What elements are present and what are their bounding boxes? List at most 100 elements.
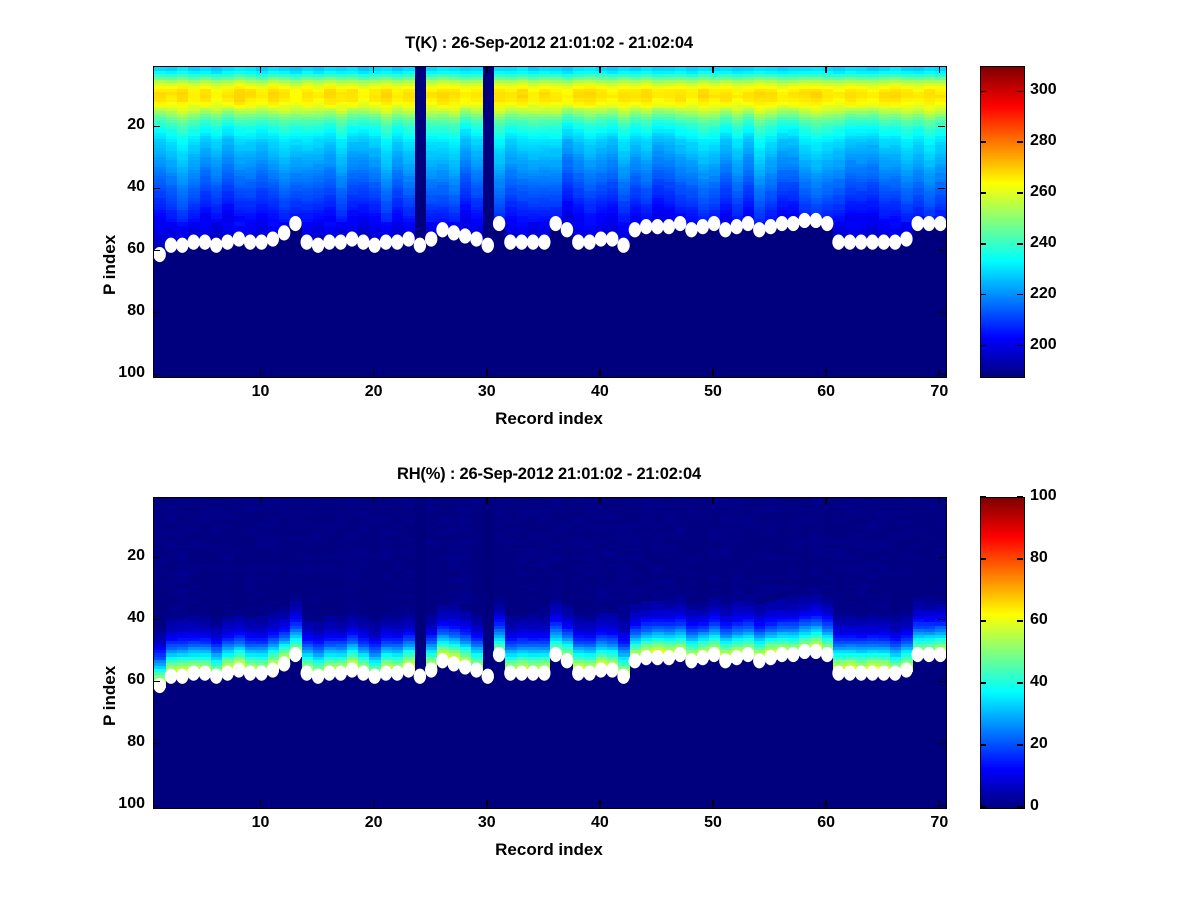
colorbar-tick-right <box>1017 744 1023 746</box>
y-tick-label: 60 <box>127 240 145 258</box>
y-tick-right <box>938 742 945 745</box>
x-tick-top <box>259 66 262 73</box>
y-tick-right <box>938 618 945 621</box>
colorbar-tick <box>980 496 986 498</box>
x-tick-label: 30 <box>477 814 496 831</box>
colorbar-tick-right <box>1017 344 1023 347</box>
y-tick-label: 80 <box>127 733 145 751</box>
x-tick-top <box>712 497 714 504</box>
colorbar-tick <box>980 744 986 746</box>
y-tick-right <box>938 373 945 376</box>
colorbar-tick-label: 20 <box>1030 735 1048 752</box>
y-tick-right <box>938 125 945 128</box>
x-tick-top <box>486 497 488 504</box>
colorbar-tick-label: 0 <box>1030 797 1039 814</box>
colorbar-tick-label: 240 <box>1030 233 1057 251</box>
x-tick <box>486 369 488 376</box>
y-tick <box>153 311 160 314</box>
colorbar-tick <box>980 243 986 245</box>
x-tick-top <box>372 66 375 73</box>
y-tick-right <box>938 249 945 252</box>
y-tick-label: 60 <box>127 671 145 689</box>
humidity-heatmap-axes <box>153 497 947 809</box>
x-tick-top <box>825 497 827 504</box>
y-tick-label: 20 <box>127 547 145 565</box>
x-tick-top <box>372 497 375 504</box>
y-tick <box>153 249 160 252</box>
x-tick <box>825 369 827 376</box>
x-tick <box>486 800 488 807</box>
y-tick-label: 20 <box>127 116 145 134</box>
x-axis-label-temperature: Record index <box>495 409 603 428</box>
y-tick-label: 40 <box>127 609 145 627</box>
x-tick-label: 30 <box>477 383 496 400</box>
y-tick-label: 40 <box>127 178 145 196</box>
colorbar-tick <box>980 806 986 808</box>
y-tick-label: 100 <box>118 795 145 813</box>
x-tick-label: 50 <box>704 814 722 831</box>
humidity-surface-markers <box>154 643 946 694</box>
y-tick-right <box>938 804 945 807</box>
y-tick <box>153 373 160 376</box>
y-tick-right <box>938 311 945 314</box>
temperature-colorbar <box>980 66 1025 378</box>
colorbar-tick-right <box>1017 90 1023 93</box>
colorbar-tick-right <box>1017 682 1023 684</box>
x-tick-top <box>712 66 714 73</box>
colorbar-tick <box>980 682 986 684</box>
panel-title-humidity: RH(%) : 26-Sep-2012 21:01:02 - 21:02:04 <box>396 465 701 483</box>
colorbar-tick-right <box>1017 620 1023 622</box>
x-tick-top <box>825 66 827 73</box>
colorbar-tick-right <box>1017 192 1023 194</box>
x-tick-label: 60 <box>817 383 836 400</box>
colorbar-tick-label: 280 <box>1030 132 1057 150</box>
y-tick-right <box>938 556 945 559</box>
colorbar-tick-label: 100 <box>1030 487 1057 504</box>
x-axis-label-humidity: Record index <box>495 840 603 859</box>
humidity-colorbar <box>980 497 1025 809</box>
colorbar-tick-label: 300 <box>1030 81 1057 99</box>
colorbar-tick <box>980 620 986 622</box>
x-tick-label: 70 <box>930 383 949 400</box>
colorbar-tick-label: 40 <box>1030 673 1048 690</box>
colorbar-tick-right <box>1017 806 1023 808</box>
x-tick-label: 40 <box>591 814 609 831</box>
x-tick <box>599 369 601 376</box>
colorbar-tick-right <box>1017 293 1023 296</box>
x-tick-top <box>259 497 262 504</box>
x-tick <box>938 800 941 807</box>
y-tick <box>153 125 160 128</box>
y-tick-label: 80 <box>127 302 145 320</box>
colorbar-tick-right <box>1017 141 1023 143</box>
x-tick-label: 50 <box>704 383 722 400</box>
x-tick-top <box>938 497 941 504</box>
colorbar-tick <box>980 344 986 347</box>
colorbar-tick-right <box>1017 243 1023 245</box>
colorbar-tick-label: 220 <box>1030 284 1057 302</box>
y-tick-label: 100 <box>118 364 145 382</box>
x-tick-top <box>599 66 601 73</box>
colorbar-tick <box>980 192 986 194</box>
x-tick <box>938 369 941 376</box>
colorbar-tick <box>980 141 986 143</box>
colorbar-tick-label: 260 <box>1030 183 1057 201</box>
colorbar-tick-label: 80 <box>1030 549 1048 566</box>
colorbar-tick-label: 200 <box>1030 335 1057 353</box>
x-tick-label: 40 <box>591 383 609 400</box>
x-tick <box>825 800 827 807</box>
x-tick-top <box>486 66 488 73</box>
temperature-heatmap-axes <box>153 66 947 378</box>
y-tick-right <box>938 680 945 683</box>
x-tick <box>372 369 375 376</box>
y-tick-right <box>938 187 945 190</box>
y-tick <box>153 187 160 190</box>
x-tick-label: 10 <box>251 383 270 400</box>
colorbar-tick <box>980 293 986 296</box>
x-tick-label: 10 <box>251 814 270 831</box>
temperature-surface-markers <box>154 212 946 263</box>
x-tick-label: 20 <box>364 383 383 400</box>
colorbar-tick-right <box>1017 558 1023 560</box>
y-tick <box>153 742 160 745</box>
x-tick <box>372 800 375 807</box>
panel-title-temperature: T(K) : 26-Sep-2012 21:01:02 - 21:02:04 <box>405 34 693 52</box>
